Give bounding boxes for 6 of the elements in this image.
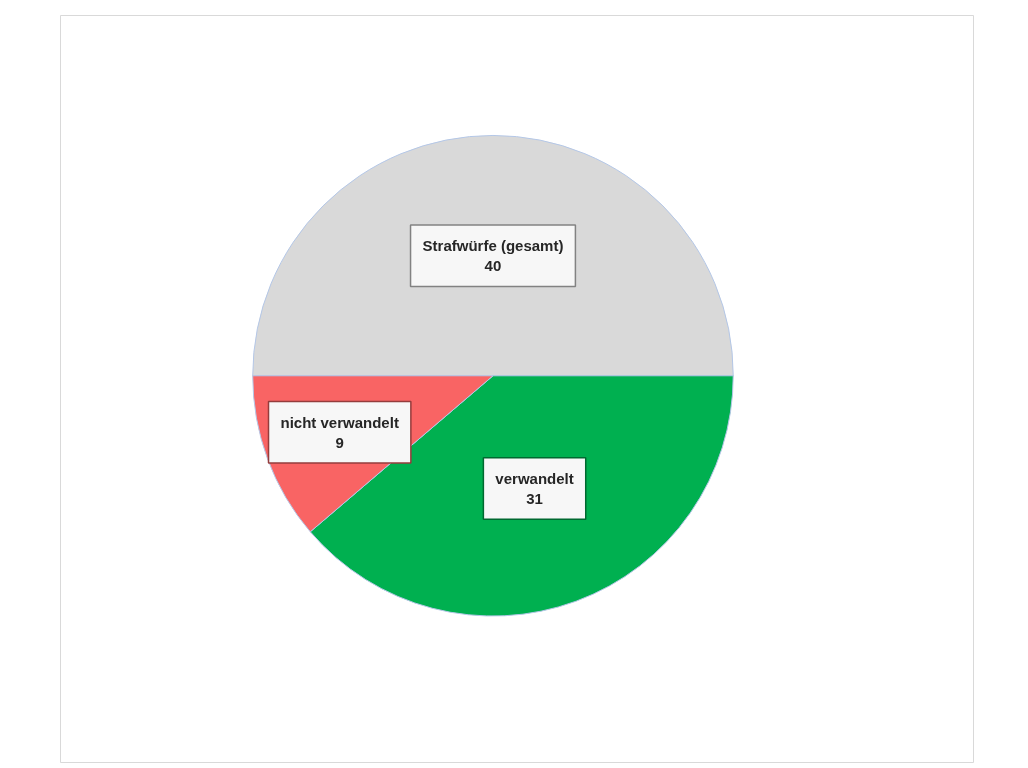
data-label: 31 bbox=[526, 490, 543, 508]
data-label: 40 bbox=[484, 257, 502, 275]
slice-label: Strafwürfe (gesamt) bbox=[422, 236, 564, 254]
slice-label: verwandelt bbox=[495, 469, 574, 487]
data-label: 9 bbox=[335, 434, 344, 452]
slice-label: nicht verwandelt bbox=[280, 413, 399, 431]
